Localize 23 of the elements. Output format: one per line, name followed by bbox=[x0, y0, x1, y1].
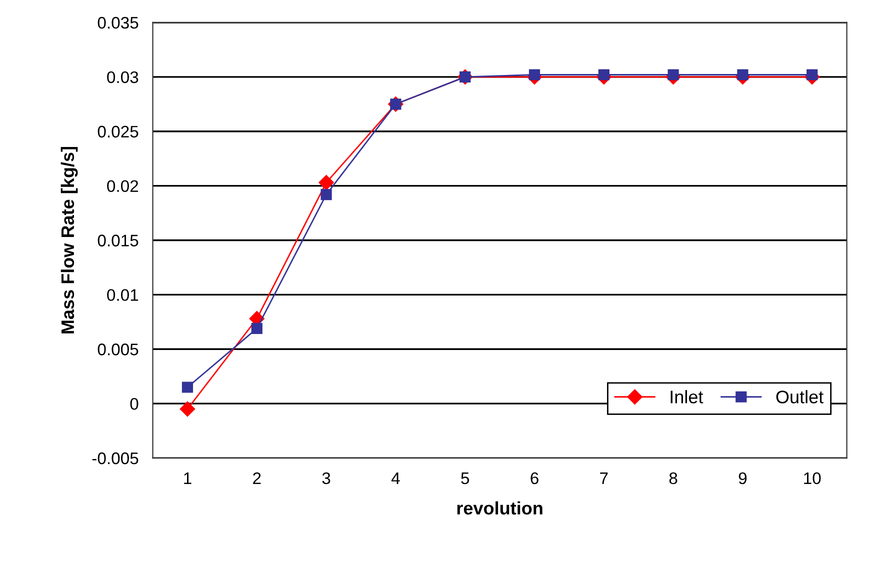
y-tick-label: -0.005 bbox=[92, 452, 138, 464]
legend-label: Inlet bbox=[670, 390, 704, 404]
legend-label: Outlet bbox=[776, 390, 824, 404]
y-tick-label: 0.005 bbox=[98, 344, 138, 356]
x-tick-label: 9 bbox=[738, 472, 747, 484]
x-tick-label: 4 bbox=[391, 472, 400, 484]
x-axis-title: revolution bbox=[457, 501, 542, 515]
x-tick-label: 5 bbox=[461, 472, 470, 484]
y-tick-label: 0.035 bbox=[98, 16, 138, 29]
y-axis-title: Mass Flow Rate [kg/s] bbox=[60, 146, 78, 334]
x-tick-label: 1 bbox=[184, 472, 192, 484]
y-tick-label: 0.01 bbox=[107, 289, 138, 301]
y-tick-label: 0.02 bbox=[107, 180, 138, 192]
y-tick-label: 0 bbox=[130, 398, 138, 410]
x-tick-label: 7 bbox=[600, 472, 608, 484]
x-tick-label: 10 bbox=[804, 472, 821, 484]
y-tick-label: 0.015 bbox=[98, 234, 138, 246]
x-tick-label: 6 bbox=[530, 472, 538, 484]
y-tick-label: 0.03 bbox=[107, 71, 138, 84]
y-tick-label: 0.025 bbox=[98, 126, 138, 138]
x-tick-label: 2 bbox=[253, 472, 261, 484]
x-tick-label: 8 bbox=[669, 472, 678, 484]
x-tick-label: 3 bbox=[322, 472, 330, 484]
